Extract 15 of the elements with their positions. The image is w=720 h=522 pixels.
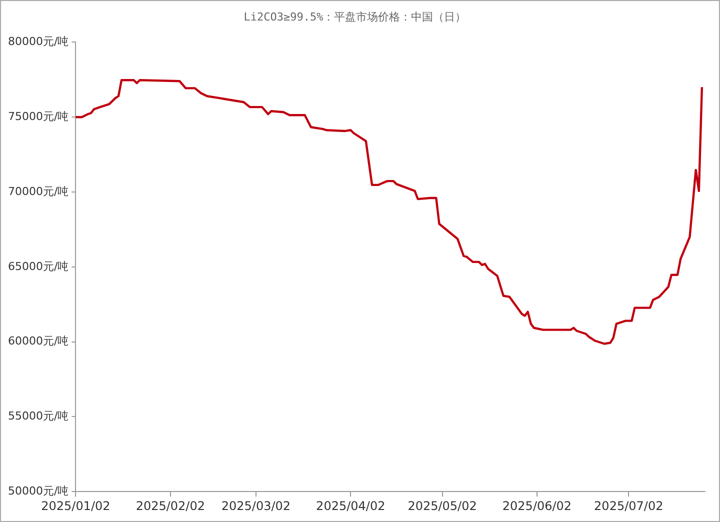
chart-title: Li2CO3≥99.5%：平盘市场价格：中国（日）: [244, 10, 466, 24]
x-tick-label: 2025/03/02: [221, 498, 291, 513]
y-tick-label: 50000元/吨: [8, 484, 69, 498]
y-tick-label: 80000元/吨: [8, 35, 69, 48]
x-tick-label: 2025/04/02: [316, 498, 386, 513]
x-tick-label: 2025/01/02: [41, 498, 110, 513]
y-tick-label: 75000元/吨: [8, 110, 69, 123]
y-tick-label: 60000元/吨: [8, 334, 69, 348]
x-tick-label: 2025/05/02: [408, 498, 477, 513]
x-tick-label: 2025/07/02: [594, 498, 664, 513]
x-tick-label: 2025/02/02: [136, 498, 205, 513]
y-tick-label: 70000元/吨: [8, 184, 69, 198]
x-tick-label: 2025/06/02: [502, 498, 572, 513]
y-tick-label: 65000元/吨: [8, 260, 69, 273]
y-tick-label: 55000元/吨: [8, 410, 69, 423]
